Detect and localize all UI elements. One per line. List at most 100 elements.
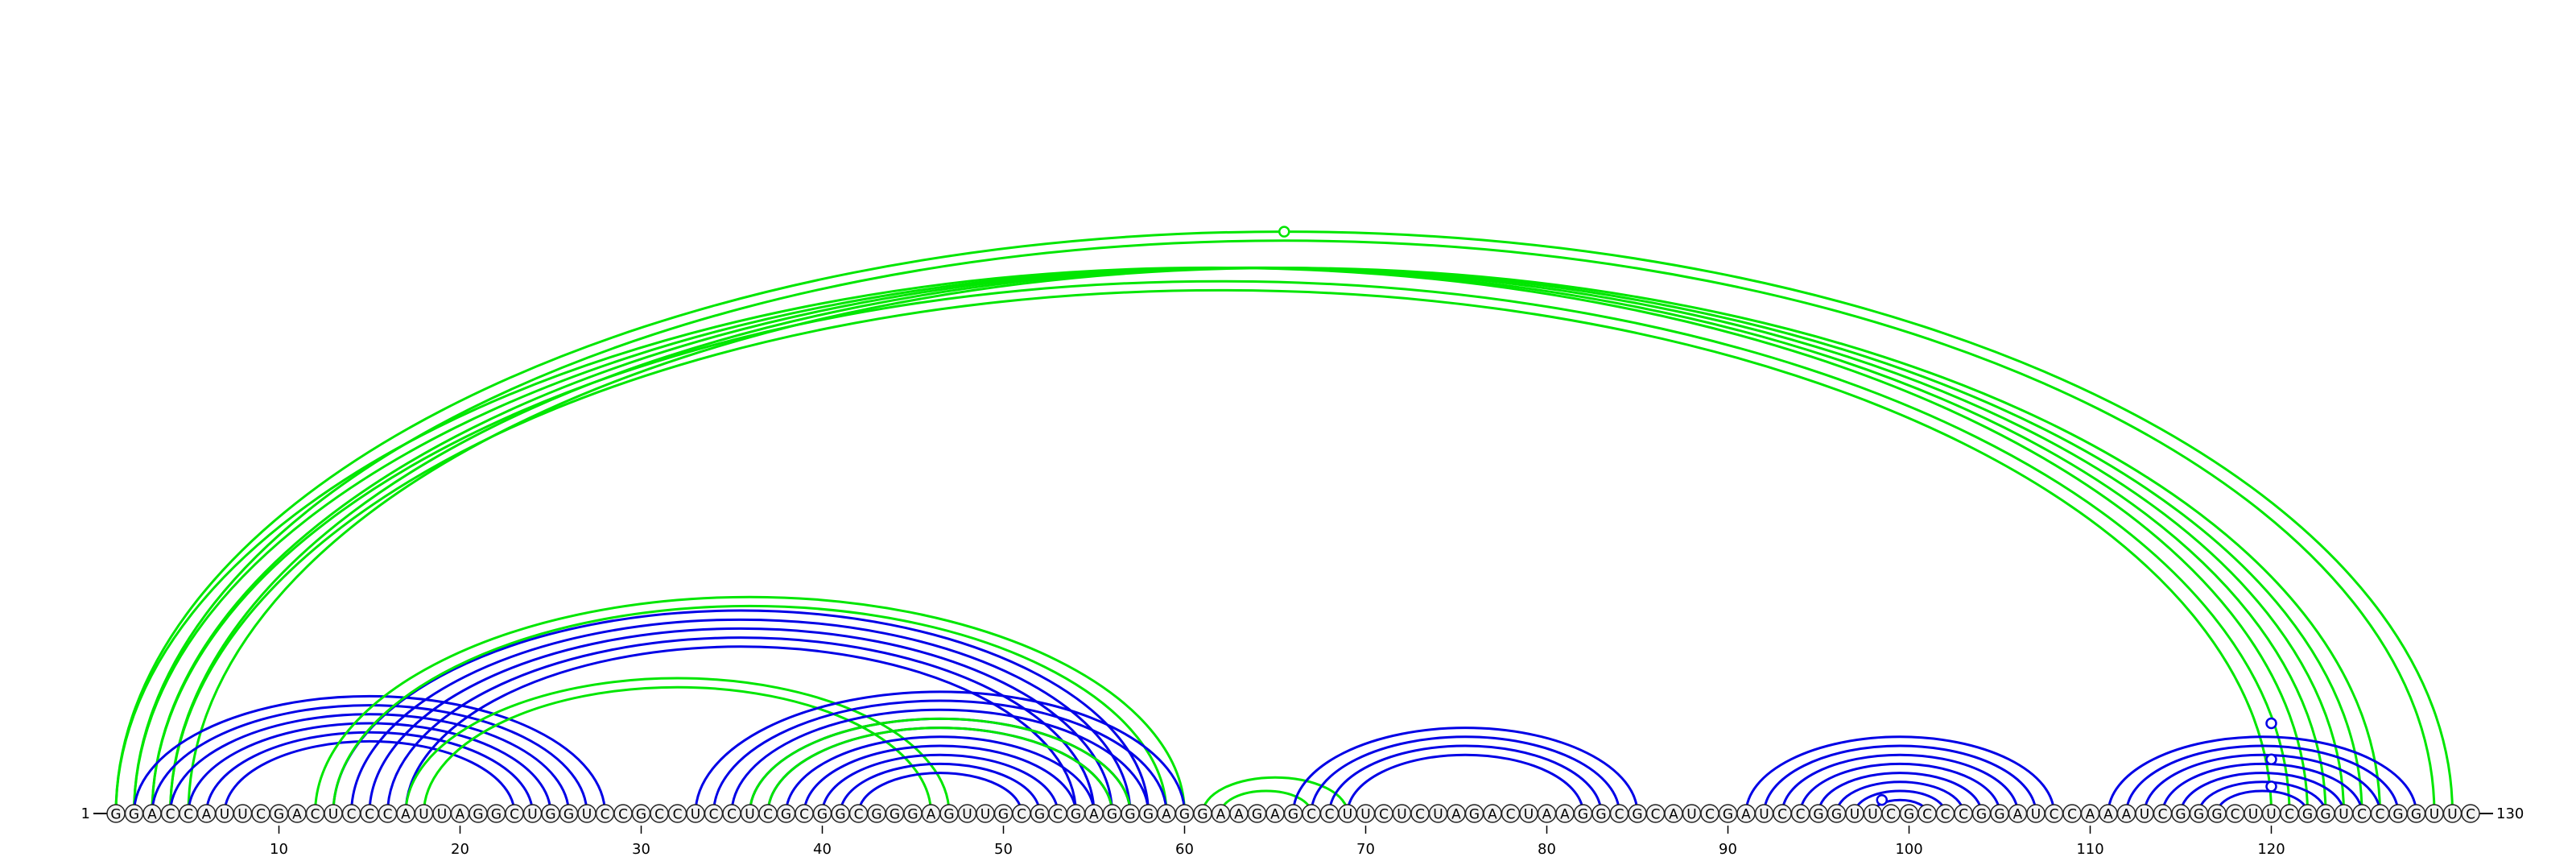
base-pair-arc: [169, 713, 570, 814]
nucleotide-letter: G: [1125, 807, 1135, 823]
nucleotide-letter: G: [1107, 807, 1117, 823]
nucleotide-letter: G: [943, 807, 954, 823]
nucleotide-letter: C: [510, 807, 519, 823]
nucleotide: C: [505, 804, 524, 823]
nucleotide-letter: C: [1017, 807, 1026, 823]
nucleotide-letter: U: [2429, 807, 2439, 823]
nucleotide: A: [2008, 804, 2028, 823]
nucleotide-letter: U: [691, 807, 700, 823]
nucleotide: C: [179, 804, 198, 823]
nucleotide: A: [196, 804, 217, 823]
nucleotide-letter: G: [2411, 807, 2421, 823]
nucleotide-letter: A: [1089, 807, 1099, 823]
nucleotide-letter: U: [437, 807, 447, 823]
nucleotide: C: [1918, 804, 1937, 823]
nucleotide-letter: G: [274, 807, 284, 823]
nucleotide: U: [2026, 804, 2046, 823]
nucleotide-letter: G: [1976, 807, 1987, 823]
tick-label: 90: [1719, 841, 1737, 857]
nucleotide: G: [2297, 804, 2318, 823]
nucleotide-letter: C: [1796, 807, 1806, 823]
nucleotide-letter: C: [854, 807, 864, 823]
nucleotide-letter: G: [491, 807, 502, 823]
base-pair-arc: [423, 685, 932, 814]
nucleotide-letter: G: [1143, 807, 1154, 823]
arcs-layer: [114, 230, 2454, 814]
nucleotide-letter: U: [1343, 807, 1352, 823]
nucleotide: U: [2334, 804, 2354, 823]
nucleotide-letter: C: [799, 807, 809, 823]
nucleotide: C: [722, 804, 741, 823]
nucleotide: C: [1790, 804, 1810, 823]
nucleotide: C: [1700, 804, 1719, 823]
nucleotide-letter: A: [2086, 807, 2095, 823]
base-pair-arc: [839, 762, 1041, 814]
nucleotide-letter: A: [147, 807, 157, 823]
nucleotide-letter: G: [1252, 807, 1262, 823]
nucleotide-letter: G: [998, 807, 1009, 823]
nucleotide: C: [1012, 804, 1031, 823]
nucleotide: G: [1591, 804, 1611, 823]
nucleotide: G: [1283, 804, 1303, 823]
base-pair-arc: [1220, 789, 1313, 814]
nucleotide: A: [1447, 804, 1466, 823]
nucleotide: C: [667, 804, 687, 823]
nucleotide-letter: G: [2194, 807, 2204, 823]
nucleotide-letter: A: [1162, 807, 1171, 823]
nucleotide: U: [233, 804, 253, 823]
base-pair-arc: [1853, 789, 1946, 814]
nucleotide-letter: G: [1179, 807, 1190, 823]
nucleotide: C: [1374, 804, 1393, 823]
nucleotide-letter: G: [2175, 807, 2186, 823]
arc-marker: [2265, 780, 2277, 793]
nucleotide: G: [1827, 804, 1847, 823]
nucleotide: G: [541, 804, 560, 823]
nucleotide-letter: A: [1669, 807, 1678, 823]
nucleotide: G: [1193, 804, 1212, 823]
nucleotide: A: [2099, 804, 2118, 823]
nucleotide-letter: G: [1578, 807, 1588, 823]
base-pair-arc: [2107, 735, 2417, 814]
nucleotide: C: [613, 804, 633, 823]
nucleotide-letter: U: [2031, 807, 2041, 823]
nucleotide: G: [885, 804, 905, 823]
nucleotide: A: [1664, 804, 1683, 823]
nucleotide-letter: G: [2302, 807, 2313, 823]
base-pair-arc: [1781, 753, 2019, 814]
nucleotide-letter: U: [1433, 807, 1443, 823]
base-pair-arc: [2198, 780, 2327, 814]
nucleotide-letter: A: [2122, 807, 2132, 823]
nucleotide: G: [1102, 804, 1122, 823]
nucleotide-letter: G: [1034, 807, 1045, 823]
nucleotide: G: [2406, 804, 2426, 823]
nucleotide: G: [1718, 804, 1738, 823]
nucleotide: A: [1537, 804, 1557, 823]
nucleotide: U: [2425, 804, 2444, 823]
nucleotide: U: [1356, 804, 1376, 823]
nucleotide: G: [469, 804, 488, 823]
nucleotide-letter: C: [365, 807, 374, 823]
end-label: 130: [2496, 805, 2524, 822]
nucleotide: G: [1899, 804, 1919, 823]
nucleotide-letter: G: [1632, 807, 1642, 823]
nucleotide: U: [976, 804, 995, 823]
nucleotide-letter: C: [2231, 807, 2240, 823]
base-pair-arc: [694, 690, 1186, 814]
base-pair-arc: [730, 708, 1150, 814]
nucleotide: C: [251, 804, 270, 823]
nucleotide-letter: G: [1831, 807, 1842, 823]
nucleotide-letter: G: [1813, 807, 1823, 823]
nucleotide-letter: C: [709, 807, 719, 823]
nucleotide: G: [1990, 804, 2009, 823]
nucleotide: A: [1157, 804, 1176, 823]
nucleotide-letter: U: [2266, 807, 2276, 823]
nucleotide-letter: C: [1615, 807, 1624, 823]
tick-label: 100: [1895, 841, 1922, 857]
nucleotide-letter: G: [1596, 807, 1606, 823]
nucleotide-letter: C: [1053, 807, 1063, 823]
nucleotide-letter: C: [347, 807, 357, 823]
nucleotide: G: [939, 804, 959, 823]
nucleotide: U: [414, 804, 434, 823]
nucleotide-letter: A: [1488, 807, 1497, 823]
